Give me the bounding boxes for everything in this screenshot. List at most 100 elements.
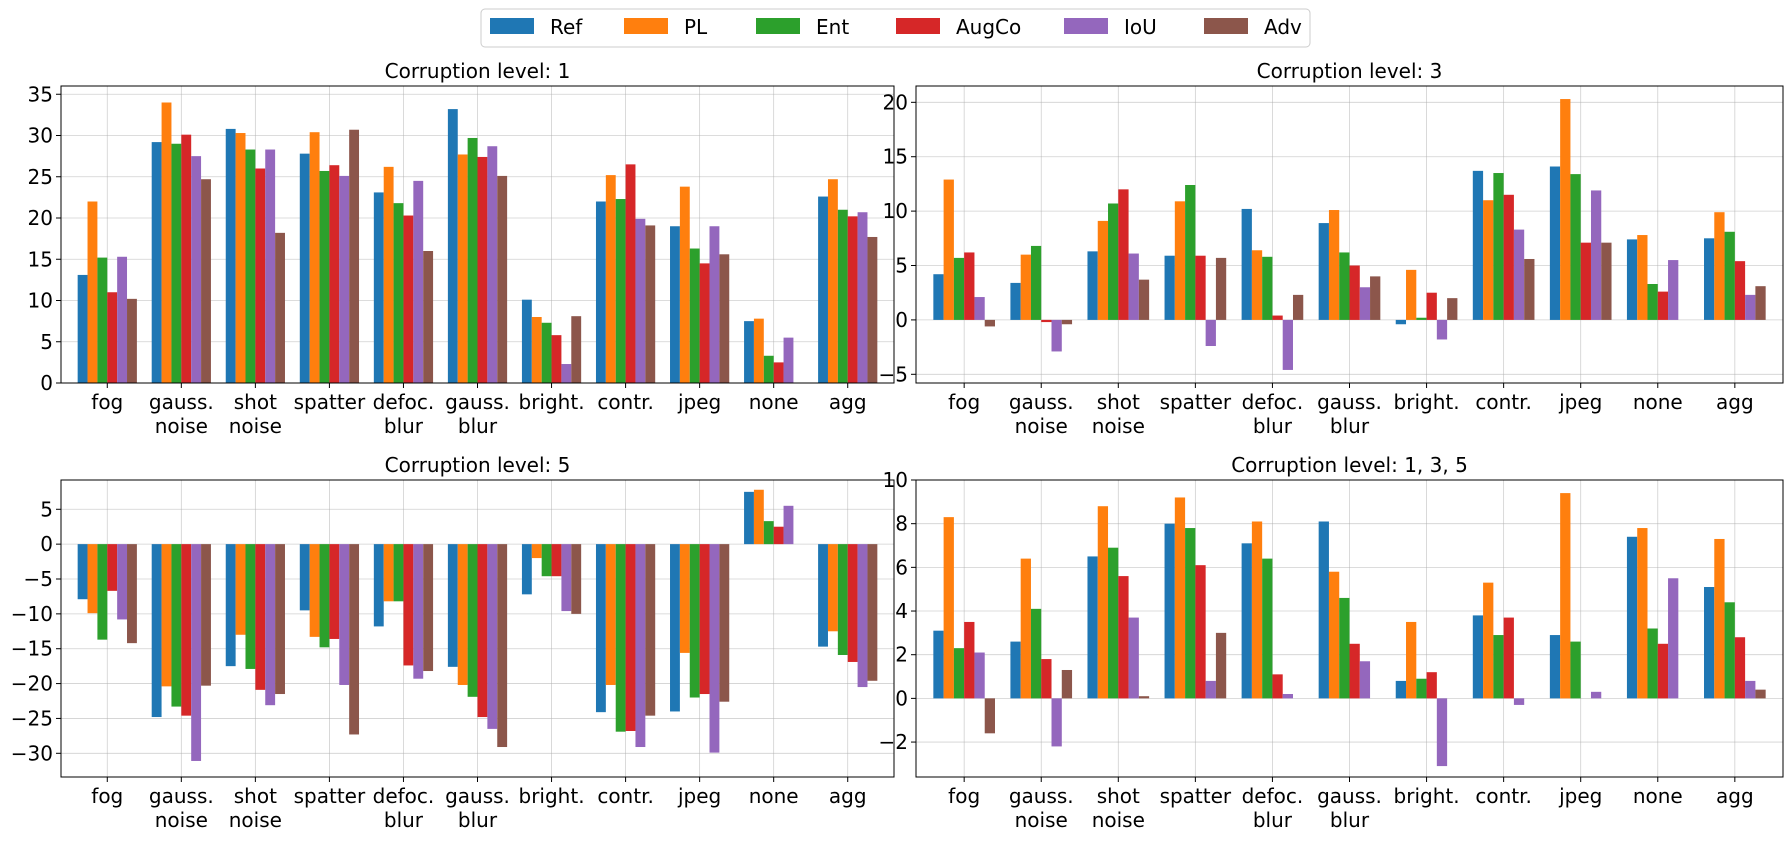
bar-ent-fog	[97, 544, 108, 640]
bar-iou-shot-noise	[1128, 617, 1139, 699]
bar-adv-gauss-blur	[497, 175, 508, 383]
bar-augco-shot-noise	[1118, 189, 1129, 320]
subplot-title: Corruption level: 1, 3, 5	[1231, 453, 1468, 477]
y-tick-label: 0	[40, 371, 53, 395]
bar-iou-gauss-blur	[1359, 287, 1371, 320]
bar-iou-defoc-blur	[413, 180, 424, 384]
x-tick-label-spatter: spatter	[294, 390, 366, 414]
bar-ref-contr	[1472, 615, 1484, 699]
bar-iou-shot-noise	[1128, 253, 1139, 320]
bar-ref-none	[744, 491, 754, 545]
bar-adv-spatter	[1215, 632, 1227, 699]
y-tick-label: 2	[895, 643, 908, 667]
bar-ref-jpeg	[1549, 635, 1561, 699]
x-tick-label-bright: bright.	[1394, 390, 1460, 414]
y-tick-label: 15	[28, 247, 53, 271]
bar-ent-spatter	[319, 170, 330, 383]
x-tick-label-fog: fog	[91, 784, 123, 808]
bar-pl-spatter	[1174, 497, 1186, 699]
legend-swatch-ref	[490, 18, 534, 34]
bar-pl-shot-noise	[235, 133, 246, 383]
x-tick-label-bright: bright.	[519, 784, 585, 808]
bar-iou-agg	[857, 212, 868, 383]
bar-adv-jpeg	[719, 254, 730, 383]
bar-augco-gauss-noise	[1041, 659, 1052, 699]
x-tick-label-spatter: spatter	[294, 784, 366, 808]
bar-iou-shot-noise	[265, 544, 276, 706]
bar-ref-gauss-blur	[1318, 521, 1329, 699]
bar-pl-gauss-noise	[161, 544, 172, 687]
bar-augco-spatter	[329, 544, 340, 639]
subplot-level-1: Corruption level: 1 0 5 10 15 20 25 30 35 fog gaus…	[28, 59, 895, 438]
bar-iou-jpeg	[1590, 691, 1602, 699]
bar-ent-defoc-blur	[1262, 558, 1273, 699]
legend-label-pl: PL	[684, 15, 708, 39]
bar-ent-gauss-blur	[1339, 252, 1350, 320]
bar-pl-spatter	[1174, 201, 1186, 320]
x-tick-label-none: none	[749, 390, 799, 414]
bar-ref-gauss-noise	[151, 142, 162, 383]
bar-augco-agg	[847, 544, 858, 662]
bar-iou-bright	[1436, 698, 1448, 767]
bar-iou-defoc-blur	[1282, 694, 1293, 699]
bar-pl-defoc-blur	[383, 166, 394, 383]
bar-ent-shot-noise	[1108, 203, 1119, 320]
bar-adv-fog	[984, 698, 995, 734]
bar-pl-agg	[1714, 212, 1725, 320]
bar-augco-gauss-noise	[181, 134, 192, 383]
y-tick-label: 30	[28, 124, 53, 148]
bar-iou-gauss-noise	[1051, 698, 1062, 747]
bar-iou-jpeg	[709, 544, 720, 753]
y-tick-label: 4	[895, 599, 908, 623]
bar-ent-contr	[615, 544, 626, 732]
bar-ent-contr	[615, 199, 626, 383]
legend-swatch-iou	[1064, 18, 1108, 34]
bar-ref-shot-noise	[225, 128, 236, 383]
x-tick-label-defoc-blur: defoc. blur	[373, 784, 435, 832]
bar-ent-bright	[541, 322, 552, 383]
bar-augco-agg	[1734, 637, 1746, 699]
x-tick-label-gauss-noise: gauss. noise	[1009, 390, 1074, 438]
bar-adv-gauss-blur	[1370, 276, 1381, 320]
bar-ent-spatter	[319, 544, 330, 648]
bar-ref-none	[744, 321, 754, 384]
x-tick-label-gauss-noise: gauss. noise	[1009, 784, 1074, 832]
bar-adv-contr	[645, 225, 656, 383]
bar-ref-spatter	[1164, 523, 1175, 699]
bar-pl-gauss-noise	[161, 102, 172, 383]
y-tick-label: 20	[28, 206, 53, 230]
y-tick-label: 0	[895, 686, 908, 710]
bar-iou-agg	[857, 544, 868, 688]
bar-pl-jpeg	[679, 186, 690, 383]
bar-augco-bright	[1426, 672, 1437, 699]
bar-ent-shot-noise	[1108, 547, 1119, 699]
bar-iou-bright	[1436, 319, 1448, 340]
bar-iou-fog	[974, 297, 985, 320]
y-tick-label: −2	[879, 730, 908, 754]
y-tick-label: 20	[883, 90, 908, 114]
bar-ent-fog	[97, 257, 108, 383]
bar-pl-gauss-blur	[1328, 571, 1340, 699]
legend-label-iou: IoU	[1124, 15, 1157, 39]
bar-pl-gauss-noise	[1020, 558, 1031, 699]
bar-pl-shot-noise	[1097, 506, 1109, 699]
bar-iou-spatter	[339, 175, 350, 383]
y-tick-label: 10	[883, 199, 908, 223]
x-tick-label-contr: contr.	[597, 784, 654, 808]
bar-pl-none	[1637, 235, 1648, 320]
bar-ent-gauss-blur	[467, 137, 478, 383]
bar-augco-gauss-noise	[1041, 319, 1052, 323]
subplot-level-1-3-5: Corruption level: 1, 3, 5 −2 0 2 4 6 8 10 fog gau…	[879, 453, 1784, 832]
bar-pl-none	[753, 318, 764, 383]
x-tick-label-shot-noise: shot noise	[229, 390, 282, 438]
bar-pl-agg	[1714, 538, 1725, 699]
y-tick-label: 0	[895, 308, 908, 332]
subplot-level-3: Corruption level: 3 −5 0 5 10 15 20 fog gauss. no…	[879, 59, 1784, 438]
bar-augco-shot-noise	[255, 168, 266, 383]
bar-ref-contr	[595, 544, 606, 713]
bar-adv-jpeg	[1601, 242, 1612, 320]
bar-iou-contr	[1513, 229, 1525, 320]
bar-pl-fog	[87, 544, 98, 614]
bar-ref-none	[1626, 239, 1638, 320]
bar-iou-spatter	[1205, 680, 1216, 699]
